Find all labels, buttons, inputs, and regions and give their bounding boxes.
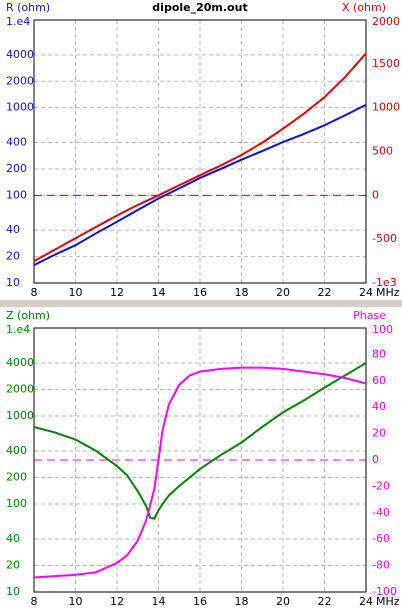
x-tick-label: 16	[193, 595, 207, 608]
series-line	[33, 52, 367, 262]
y2-tick-label: -100	[372, 585, 397, 598]
y-tick-label: 10	[6, 276, 20, 289]
x-tick-label: 24	[359, 286, 373, 299]
x-tick-label: 8	[31, 595, 38, 608]
x-axis-label: MHz	[376, 286, 400, 299]
y-tick-label: 4000	[6, 356, 34, 369]
divider	[0, 300, 402, 307]
axis-label: X (ohm)	[342, 1, 386, 14]
y-tick-label: 1000	[6, 101, 34, 114]
y2-tick-label: 1500	[372, 57, 400, 70]
series-line	[33, 103, 367, 267]
y2-tick-label: 1000	[372, 101, 400, 114]
y-tick-label: 2000	[6, 74, 34, 87]
x-tick-label: 12	[110, 595, 124, 608]
chart-title: dipole_20m.out	[152, 1, 247, 14]
axis-label: Phase	[353, 309, 386, 322]
x-tick-label: 20	[276, 286, 290, 299]
y2-tick-label: 80	[372, 347, 386, 360]
x-tick-label: 18	[235, 286, 249, 299]
x-tick-label: 24	[359, 595, 373, 608]
y-tick-label: 1000	[6, 409, 34, 422]
x-tick-label: 18	[235, 595, 249, 608]
y2-tick-label: -40	[372, 506, 390, 519]
x-tick-label: 20	[276, 595, 290, 608]
y2-tick-label: 20	[372, 427, 386, 440]
y-tick-label: 200	[6, 162, 27, 175]
y-tick-label: 40	[6, 532, 20, 545]
x-tick-label: 22	[318, 595, 332, 608]
y2-tick-label: -80	[372, 559, 390, 572]
x-tick-label: 12	[110, 286, 124, 299]
y2-tick-label: -1e3	[372, 276, 397, 289]
y-tick-label: 1.e4	[6, 323, 30, 336]
y2-tick-label: 40	[372, 400, 386, 413]
x-tick-label: 10	[69, 595, 83, 608]
x-tick-label: 22	[318, 286, 332, 299]
series-line	[33, 366, 367, 579]
y2-tick-label: 0	[372, 188, 379, 201]
x-tick-label: 14	[152, 286, 166, 299]
y2-tick-label: 0	[372, 453, 379, 466]
y2-tick-label: 500	[372, 145, 393, 158]
y2-tick-label: -20	[372, 479, 390, 492]
x-tick-label: 14	[152, 595, 166, 608]
y-tick-label: 200	[6, 471, 27, 484]
y-tick-label: 100	[6, 497, 27, 510]
plot-frame	[33, 327, 367, 593]
y2-tick-label: 2000	[372, 15, 400, 28]
y-tick-label: 20	[6, 250, 20, 263]
x-tick-label: 8	[31, 286, 38, 299]
x-tick-label: 16	[193, 286, 207, 299]
y-tick-label: 2000	[6, 383, 34, 396]
y2-tick-label: 60	[372, 374, 386, 387]
y-tick-label: 40	[6, 223, 20, 236]
x-tick-label: 10	[69, 286, 83, 299]
series-line	[33, 362, 367, 520]
y-tick-label: 100	[6, 188, 27, 201]
y2-tick-label: -500	[372, 232, 397, 245]
y-tick-label: 10	[6, 585, 20, 598]
y2-tick-label: 100	[372, 323, 393, 336]
y2-tick-label: -60	[372, 532, 390, 545]
plot-frame	[33, 19, 367, 284]
x-axis-label: MHz	[376, 595, 400, 608]
axis-label: R (ohm)	[6, 1, 50, 14]
y-tick-label: 20	[6, 559, 20, 572]
axis-label: Z (ohm)	[6, 309, 50, 322]
y-tick-label: 1.e4	[6, 15, 30, 28]
y-tick-label: 400	[6, 136, 27, 149]
y-tick-label: 400	[6, 444, 27, 457]
y-tick-label: 4000	[6, 48, 34, 61]
